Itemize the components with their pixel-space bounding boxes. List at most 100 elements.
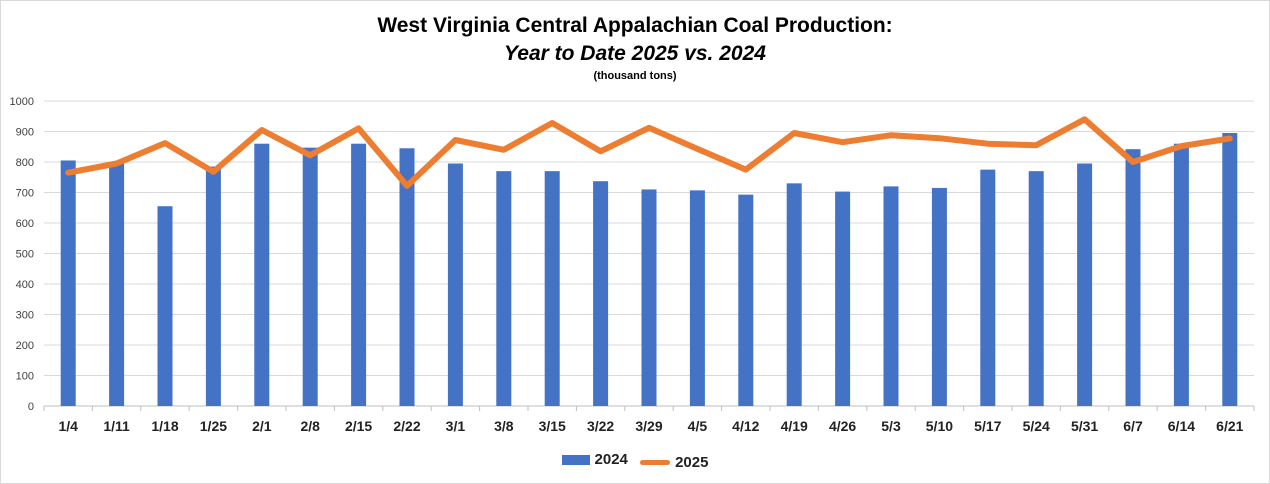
y-tick-label: 600	[16, 218, 34, 230]
bar-2024	[689, 190, 705, 406]
point-2025	[1229, 138, 1231, 140]
y-axis: 0 100 200 300 400 500 600 700 800 900 1000	[10, 96, 34, 413]
point-2025	[648, 127, 650, 129]
bar-2024	[302, 147, 318, 407]
point-2025	[1132, 161, 1134, 163]
y-tick-label: 300	[16, 310, 34, 322]
chart-subtitle: Year to Date 2025 vs. 2024	[504, 42, 766, 65]
series-line-2025	[65, 116, 1233, 189]
bar-2024	[1222, 133, 1238, 406]
y-tick-label: 200	[16, 340, 34, 352]
bar-2024	[205, 166, 221, 406]
point-2025	[358, 127, 360, 129]
point-2025	[309, 154, 311, 156]
x-tick-label: 4/19	[781, 418, 808, 434]
point-2025	[1084, 118, 1086, 120]
bar-2024	[254, 143, 270, 406]
bar-2024	[544, 171, 560, 406]
point-2025	[745, 169, 747, 171]
point-2025	[890, 134, 892, 136]
point-2025	[503, 149, 505, 151]
legend-label-2024: 2024	[594, 451, 628, 468]
line-series-2025	[65, 116, 1233, 189]
bar-2024	[157, 206, 173, 406]
point-2025	[454, 139, 456, 141]
bar-2024	[1028, 171, 1044, 406]
chart-title-block: West Virginia Central Appalachian Coal P…	[0, 12, 1270, 84]
bar-2024	[835, 191, 851, 406]
legend: 2024 2025	[0, 451, 1270, 471]
y-tick-label: 500	[16, 249, 34, 261]
legend-swatch-2024	[561, 454, 590, 465]
bar-2024	[1077, 163, 1093, 406]
x-tick-label: 3/8	[494, 418, 514, 434]
y-tick-label: 900	[16, 127, 34, 139]
bar-2024	[447, 163, 463, 406]
point-2025	[842, 141, 844, 143]
x-tick-label: 4/26	[829, 418, 856, 434]
bar-2024	[351, 143, 367, 406]
bar-2024	[980, 169, 996, 406]
x-tick-label: 2/1	[252, 418, 272, 434]
bar-2024	[738, 194, 754, 406]
bar-2024	[641, 189, 657, 406]
legend-swatch-2025	[640, 459, 671, 465]
x-tick-label: 1/18	[151, 418, 178, 434]
x-tick-label: 6/7	[1123, 418, 1143, 434]
x-tick-label: 6/21	[1216, 418, 1243, 434]
point-2025	[116, 163, 118, 165]
point-2025	[696, 148, 698, 150]
point-2025	[600, 150, 602, 152]
point-2025	[1035, 144, 1037, 146]
x-axis: 1/4 1/11 1/18 1/25 2/1 2/8 2/15 2/22 3/1 3/8 3/15 3…	[43, 405, 1255, 434]
point-2025	[212, 171, 214, 173]
y-tick-label: 100	[16, 371, 34, 383]
bar-2024	[786, 183, 802, 406]
chart-title: West Virginia Central Appalachian Coal P…	[377, 14, 893, 37]
x-tick-label: 5/17	[974, 418, 1001, 434]
bar-2024	[1125, 149, 1141, 406]
y-tick-label: 0	[28, 401, 34, 413]
point-2025	[987, 143, 989, 145]
bar-2024	[496, 171, 512, 406]
x-tick-label: 3/15	[539, 418, 566, 434]
x-tick-label: 2/8	[300, 418, 320, 434]
x-tick-label: 3/1	[446, 418, 466, 434]
y-tick-label: 800	[16, 157, 34, 169]
point-2025	[67, 172, 69, 174]
chart-units-note: (thousand tons)	[593, 70, 677, 82]
point-2025	[261, 129, 263, 131]
bar-2024	[399, 148, 415, 406]
x-tick-label: 1/11	[103, 418, 130, 434]
point-2025	[164, 142, 166, 144]
legend-label-2025: 2025	[675, 453, 709, 471]
bar-2024	[109, 162, 125, 406]
bar-2024	[883, 186, 899, 406]
x-tick-label: 2/15	[345, 418, 372, 434]
bar-2024	[931, 187, 947, 406]
bar-2024	[60, 160, 76, 406]
point-2025	[938, 137, 940, 139]
x-tick-label: 5/10	[926, 418, 953, 434]
x-tick-label: 1/4	[58, 418, 78, 434]
x-tick-label: 5/3	[881, 418, 901, 434]
point-2025	[406, 185, 408, 187]
x-tick-label: 4/5	[688, 418, 708, 434]
x-tick-label: 3/22	[587, 418, 614, 434]
point-2025	[551, 122, 553, 124]
x-tick-label: 6/14	[1168, 418, 1195, 434]
x-tick-label: 5/24	[1023, 418, 1050, 434]
x-tick-label: 3/29	[635, 418, 662, 434]
point-2025	[793, 132, 795, 134]
x-tick-label: 2/22	[393, 418, 420, 434]
x-tick-label: 5/31	[1071, 418, 1098, 434]
y-tick-label: 400	[16, 279, 34, 291]
x-tick-label: 1/25	[200, 418, 227, 434]
y-tick-label: 700	[16, 188, 34, 200]
point-2025	[1180, 145, 1182, 147]
y-tick-label: 1000	[10, 96, 34, 108]
legend-item-2025: 2025	[640, 454, 708, 471]
x-tick-label: 4/12	[732, 418, 759, 434]
bar-2024	[1173, 143, 1189, 406]
